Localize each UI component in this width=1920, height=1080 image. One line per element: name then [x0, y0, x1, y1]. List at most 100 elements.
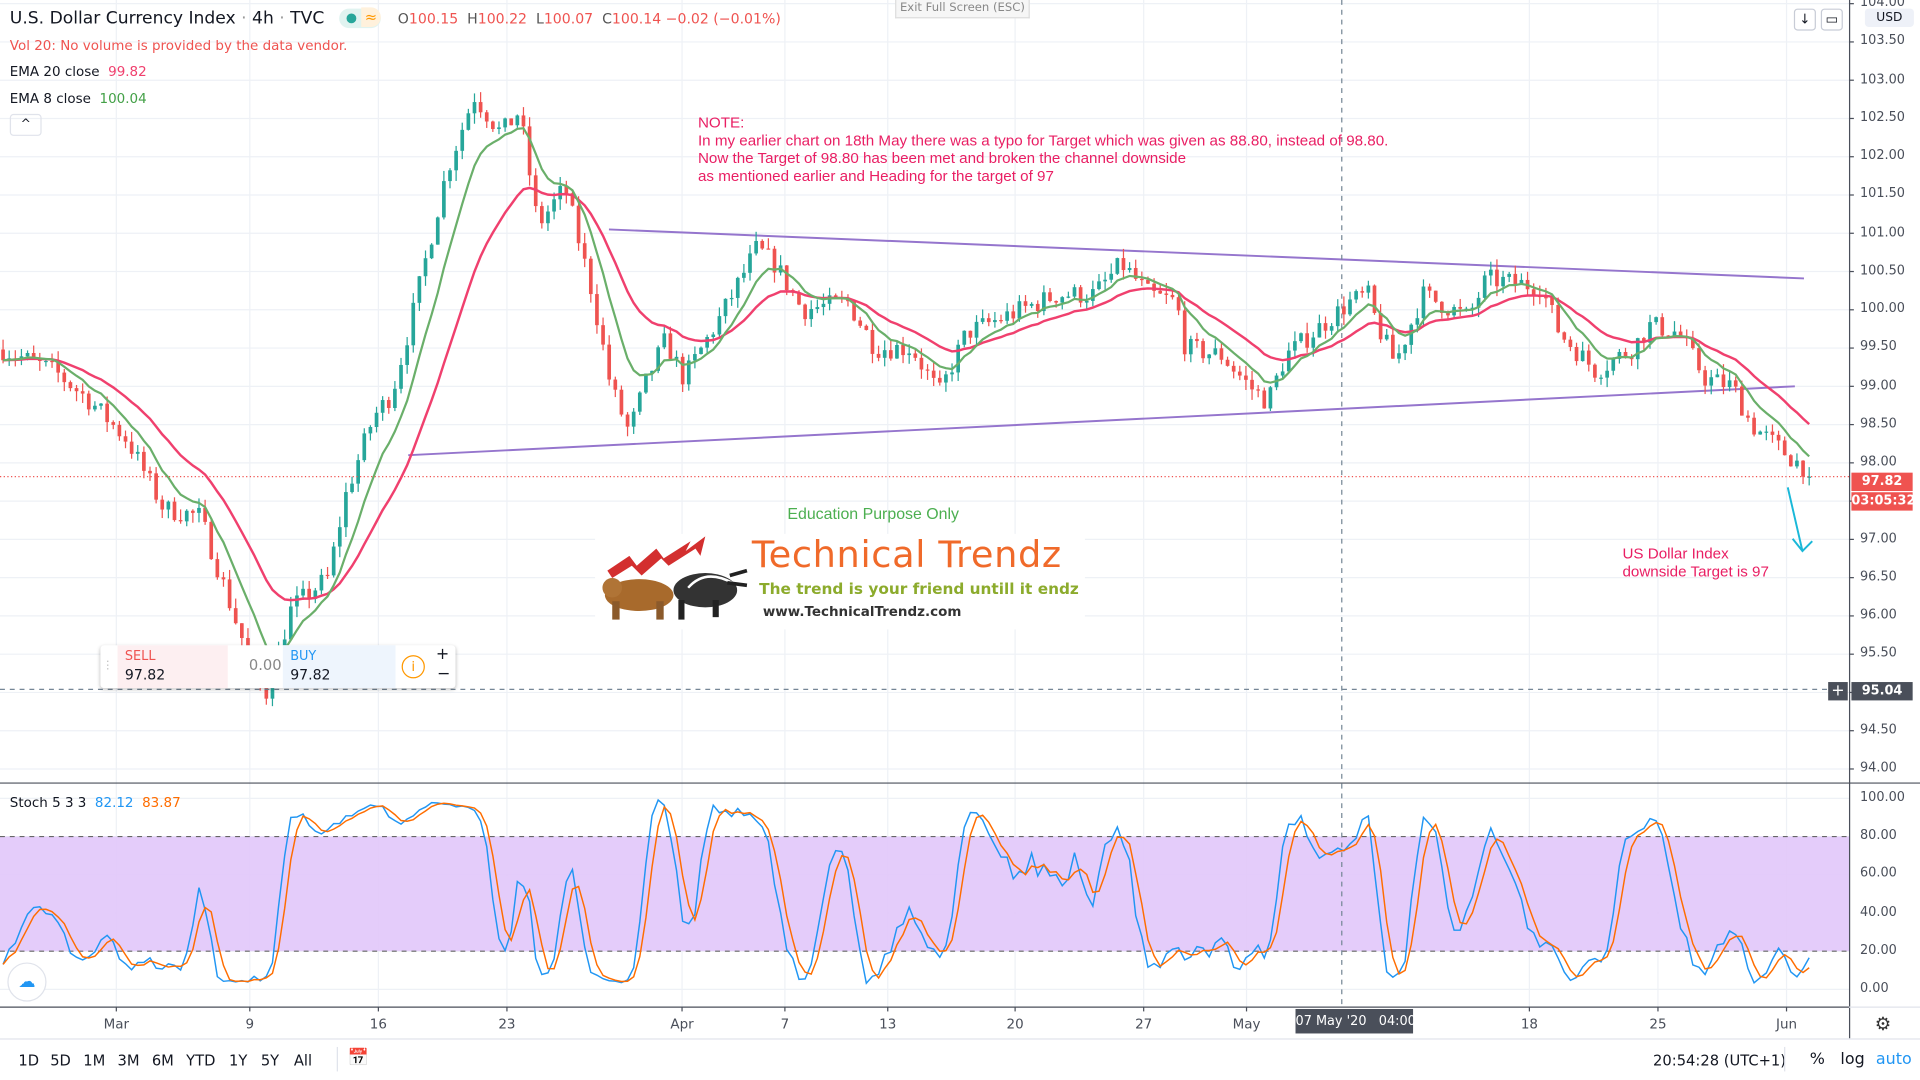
- range-button-1y[interactable]: 1Y: [228, 1051, 248, 1069]
- candle: [1219, 341, 1224, 365]
- auto-scale-toggle[interactable]: auto: [1875, 1050, 1912, 1069]
- candle: [1482, 271, 1487, 302]
- market-status-icon[interactable]: ≈: [339, 7, 381, 29]
- log-scale-toggle[interactable]: log: [1840, 1050, 1865, 1069]
- candle-body: [1048, 292, 1052, 302]
- candle: [1335, 299, 1340, 333]
- price-tick-label: 102.50: [1860, 109, 1906, 125]
- candle-body: [1507, 273, 1512, 277]
- increase-quantity-button[interactable]: +: [435, 645, 450, 664]
- logo-url: www.TechnicalTrendz.com: [762, 603, 962, 620]
- candle-body: [1678, 331, 1683, 337]
- range-button-6m[interactable]: 6M: [151, 1051, 174, 1069]
- candle: [1593, 363, 1597, 383]
- candle-body: [601, 325, 605, 345]
- technical-trendz-logo[interactable]: Technical Trendz The trend is your frien…: [595, 533, 1085, 630]
- candle-body: [197, 507, 201, 513]
- candle-body: [723, 298, 728, 317]
- candle: [154, 467, 158, 504]
- candle-body: [25, 353, 30, 357]
- candle: [1795, 453, 1799, 469]
- chart-canvas[interactable]: [0, 0, 1920, 1039]
- candle-body: [595, 294, 599, 326]
- candle-body: [833, 295, 838, 298]
- candle-body: [1219, 348, 1224, 360]
- time-tick-label: 25: [1649, 1016, 1667, 1033]
- candle-body: [1029, 303, 1034, 306]
- candle: [350, 476, 354, 494]
- range-button-5y[interactable]: 5Y: [260, 1051, 280, 1069]
- note-annotation[interactable]: NOTE: In my earlier chart on 18th May th…: [697, 113, 1389, 185]
- candle: [319, 568, 324, 595]
- candle-body: [1397, 353, 1401, 359]
- candle: [313, 587, 318, 604]
- last-price-tag: 97.82: [1851, 472, 1913, 492]
- fullscreen-icon[interactable]: ▭: [1820, 8, 1843, 31]
- range-button-5d[interactable]: 5D: [50, 1051, 71, 1069]
- range-button-all[interactable]: All: [293, 1051, 313, 1069]
- candle: [86, 390, 91, 416]
- candle: [956, 339, 961, 381]
- drag-handle-icon[interactable]: ⋮: [102, 660, 114, 673]
- candle-body: [117, 424, 122, 437]
- info-icon[interactable]: i: [401, 655, 425, 679]
- candle-body: [680, 356, 685, 385]
- candle-body: [1042, 292, 1046, 312]
- candle: [1182, 301, 1187, 362]
- exit-fullscreen-button[interactable]: Exit Full Screen (ESC): [895, 0, 1030, 19]
- add-alert-plus-icon[interactable]: +: [1828, 682, 1848, 701]
- candle: [913, 348, 918, 362]
- candle: [1121, 248, 1126, 280]
- candle-body: [1372, 285, 1377, 314]
- candle: [240, 623, 244, 648]
- sell-button[interactable]: SELL 97.82: [117, 645, 228, 689]
- tradingview-logo-icon[interactable]: ☁: [7, 962, 47, 1002]
- candle: [1262, 387, 1267, 409]
- candle: [1599, 374, 1603, 385]
- logo-tagline: The trend is your friend untill it endz: [759, 579, 1079, 598]
- symbol-legend[interactable]: U.S. Dollar Currency Index · 4h · TVC ≈: [10, 7, 381, 29]
- education-text[interactable]: Education Purpose Only: [787, 504, 960, 523]
- range-button-ytd[interactable]: YTD: [186, 1051, 216, 1069]
- candle: [497, 121, 501, 135]
- candle: [344, 482, 348, 538]
- range-button-3m[interactable]: 3M: [117, 1051, 140, 1069]
- percent-scale-toggle[interactable]: %: [1809, 1050, 1825, 1069]
- candle: [993, 311, 997, 328]
- candle-body: [1776, 434, 1781, 441]
- candle-body: [809, 308, 814, 320]
- candle-body: [1660, 317, 1665, 336]
- candle: [1213, 339, 1218, 356]
- settings-gear-icon[interactable]: ⚙: [1874, 1012, 1892, 1035]
- candle: [540, 201, 544, 229]
- candle-body: [748, 253, 752, 273]
- candle: [1574, 342, 1579, 366]
- go-to-date-calendar-icon[interactable]: 📅: [347, 1048, 370, 1068]
- candle-body: [1440, 301, 1444, 313]
- ema20-legend[interactable]: EMA 20 close 99.82: [9, 63, 147, 80]
- candle-body: [1317, 323, 1322, 338]
- candle-body: [1672, 331, 1677, 337]
- candle: [1188, 335, 1193, 363]
- currency-label[interactable]: USD: [1864, 8, 1914, 27]
- stoch-legend[interactable]: Stoch 5 3 3 82.12 83.87: [9, 794, 181, 811]
- range-button-1m[interactable]: 1M: [83, 1051, 106, 1069]
- target-annotation[interactable]: US Dollar Index downside Target is 97: [1622, 544, 1769, 580]
- range-button-1d[interactable]: 1D: [18, 1051, 40, 1069]
- candle: [1268, 386, 1273, 412]
- buy-button[interactable]: BUY 97.82: [282, 645, 396, 689]
- candle: [931, 361, 936, 387]
- decrease-quantity-button[interactable]: −: [437, 664, 451, 684]
- time-tick-label: 7: [780, 1016, 790, 1033]
- candle-body: [882, 350, 887, 358]
- candle-body: [821, 303, 826, 308]
- candle: [754, 231, 758, 256]
- candle-body: [19, 356, 24, 359]
- candle-body: [31, 353, 36, 358]
- ema8-legend[interactable]: EMA 8 close 100.04: [9, 90, 147, 107]
- candle: [1513, 265, 1518, 293]
- candle: [809, 300, 814, 327]
- collapse-legend-button[interactable]: ^: [9, 113, 42, 136]
- clock[interactable]: 20:54:28 (UTC+1): [1653, 1051, 1786, 1069]
- scroll-to-latest-icon[interactable]: ↓: [1793, 8, 1816, 31]
